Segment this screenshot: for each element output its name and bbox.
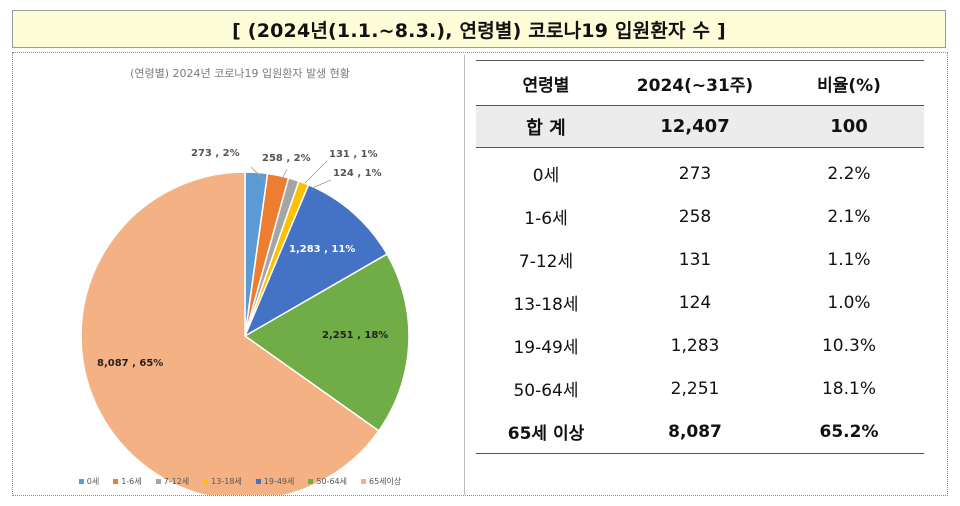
cell-ratio: 18.1% bbox=[821, 378, 876, 399]
table-row: 13-18세 124 1.0% bbox=[476, 281, 924, 324]
legend-swatch bbox=[155, 479, 161, 484]
header-ratio: 비율(%) bbox=[774, 60, 924, 106]
total-ratio: 100 bbox=[774, 105, 924, 148]
legend-swatch bbox=[360, 479, 366, 484]
table-header-row: 연령별 2024(~31주) 비율(%) bbox=[476, 60, 924, 106]
total-label: 합 계 bbox=[476, 105, 616, 148]
table-row: 7-12세 131 1.1% bbox=[476, 238, 924, 281]
cell-age: 0세 bbox=[532, 166, 560, 186]
cell-count: 1,283 bbox=[670, 335, 720, 356]
slice-data-label-5: 2,251 , 18% bbox=[322, 330, 388, 341]
leader-line-3 bbox=[311, 179, 332, 189]
legend-swatch bbox=[255, 479, 261, 484]
legend-item: 19-49세 bbox=[255, 476, 295, 487]
slice-data-label-1: 258 , 2% bbox=[262, 153, 311, 164]
slice-data-label-3: 124 , 1% bbox=[333, 168, 382, 179]
slice-data-label-4: 1,283 , 11% bbox=[289, 244, 355, 255]
pie-slice-4 bbox=[243, 183, 389, 338]
header-count: 2024(~31주) bbox=[616, 60, 774, 106]
table-row: 65세 이상 8,087 65.2% bbox=[476, 410, 924, 454]
legend-label: 50-64세 bbox=[316, 477, 347, 486]
legend-label: 19-49세 bbox=[263, 477, 295, 486]
cell-count: 2,251 bbox=[670, 378, 720, 399]
table-row: 1-6세 258 2.1% bbox=[476, 195, 924, 238]
table-row: 50-64세 2,251 18.1% bbox=[476, 367, 924, 410]
cell-count: 273 bbox=[678, 163, 712, 184]
data-table: 연령별 2024(~31주) 비율(%) 합 계 12,407 100 0세 2… bbox=[476, 60, 924, 454]
cell-age: 13-18세 bbox=[513, 295, 579, 315]
legend-label: 13-18세 bbox=[211, 477, 242, 486]
legend-label: 0세 bbox=[86, 477, 100, 486]
pie-slice-5 bbox=[243, 253, 410, 432]
legend-item: 7-12세 bbox=[155, 476, 190, 487]
content-frame bbox=[12, 52, 948, 496]
cell-count: 124 bbox=[678, 292, 712, 313]
legend-swatch bbox=[203, 479, 209, 484]
legend-item: 13-18세 bbox=[203, 476, 242, 487]
legend-swatch bbox=[78, 479, 84, 484]
legend-item: 65세이상 bbox=[360, 476, 402, 487]
leader-line-2 bbox=[304, 160, 328, 184]
legend-item: 1-6세 bbox=[113, 476, 142, 487]
cell-ratio: 10.3% bbox=[821, 335, 876, 356]
data-table-panel: 연령별 2024(~31주) 비율(%) 합 계 12,407 100 0세 2… bbox=[476, 60, 924, 454]
cell-count: 8,087 bbox=[616, 410, 774, 454]
cell-ratio: 1.1% bbox=[827, 249, 871, 270]
legend-swatch bbox=[113, 479, 119, 484]
cell-ratio: 1.0% bbox=[827, 292, 871, 313]
legend-label: 7-12세 bbox=[163, 477, 190, 486]
legend-item: 0세 bbox=[78, 476, 100, 487]
slice-data-label-0: 273 , 2% bbox=[191, 148, 240, 159]
leader-line-1 bbox=[280, 168, 288, 182]
legend-label: 1-6세 bbox=[121, 477, 142, 486]
header-age: 연령별 bbox=[476, 60, 616, 106]
legend-label: 65세이상 bbox=[368, 477, 402, 486]
cell-age: 50-64세 bbox=[513, 381, 579, 401]
cell-count: 131 bbox=[678, 249, 712, 270]
cell-ratio: 65.2% bbox=[774, 410, 924, 454]
leader-line-0 bbox=[250, 166, 266, 182]
chart-legend: 0세 1-6세 7-12세 13-18세 19-49세 50-64세 65세이상 bbox=[15, 476, 465, 487]
cell-count: 258 bbox=[678, 206, 712, 227]
cell-ratio: 2.2% bbox=[827, 163, 871, 184]
legend-swatch bbox=[308, 479, 314, 484]
cell-ratio: 2.1% bbox=[827, 206, 871, 227]
legend-item: 50-64세 bbox=[308, 476, 347, 487]
pie-chart-panel: 273 , 2% 258 , 2% 131 , 1% 124 , 1% 1,283 , … bbox=[15, 55, 465, 495]
page-title: [ (2024년(1.1.~8.3.), 연령별) 코로나19 입원환자 수 ] bbox=[12, 10, 946, 48]
pie-chart: 273 , 2% 258 , 2% 131 , 1% 124 , 1% 1,283 , … bbox=[80, 148, 410, 495]
slice-data-label-6: 8,087 , 65% bbox=[97, 358, 163, 369]
cell-age: 19-49세 bbox=[513, 338, 579, 358]
cell-age: 1-6세 bbox=[524, 209, 568, 229]
table-total-row: 합 계 12,407 100 bbox=[476, 105, 924, 148]
table-row: 19-49세 1,283 10.3% bbox=[476, 324, 924, 367]
total-count: 12,407 bbox=[616, 105, 774, 148]
table-row: 0세 273 2.2% bbox=[476, 148, 924, 196]
chart-title: (연령별) 2024년 코로나19 입원환자 발생 현황 bbox=[130, 67, 350, 80]
slice-data-label-2: 131 , 1% bbox=[329, 149, 378, 160]
cell-age: 65세 이상 bbox=[476, 410, 616, 454]
pie-slice-6 bbox=[80, 171, 380, 495]
cell-age: 7-12세 bbox=[518, 252, 574, 272]
